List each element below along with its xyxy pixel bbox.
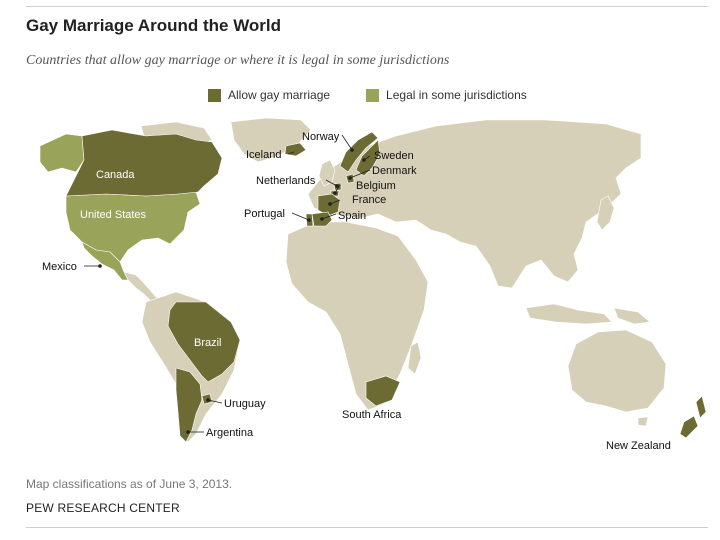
great-britain [318, 159, 336, 187]
top-rule [26, 6, 708, 7]
legend-item-some: Legal in some jurisdictions [366, 88, 527, 102]
legend-label-some: Legal in some jurisdictions [386, 88, 527, 102]
label-spain: Spain [338, 210, 366, 222]
base-land [123, 117, 667, 443]
legend-label-allow: Allow gay marriage [228, 88, 331, 102]
sweden [355, 139, 381, 177]
norway [339, 131, 379, 173]
source-credit: PEW RESEARCH CENTER [26, 501, 180, 515]
brazil [167, 301, 241, 383]
alaska [39, 133, 85, 173]
leader-lines [84, 134, 371, 434]
argentina [175, 367, 203, 443]
label-sweden: Sweden [374, 150, 414, 162]
label-south-africa: South Africa [342, 409, 402, 421]
label-france: France [352, 194, 386, 206]
label-iceland: Iceland [246, 149, 281, 161]
label-uruguay: Uruguay [224, 398, 266, 410]
indonesia [525, 303, 613, 325]
label-mexico: Mexico [42, 261, 77, 273]
label-belgium: Belgium [356, 180, 396, 192]
mexico [81, 241, 129, 281]
country-labels: Canada United States Mexico Iceland Norw… [42, 131, 671, 452]
legal-some-jurisdictions [39, 133, 201, 281]
united-states [65, 191, 201, 263]
eurasia [307, 119, 642, 289]
allow-gay-marriage [65, 129, 707, 443]
label-portugal: Portugal [244, 208, 285, 220]
classification-note: Map classifications as of June 3, 2013. [26, 477, 233, 491]
tasmania [637, 416, 649, 427]
south-africa [365, 375, 401, 407]
chart-title: Gay Marriage Around the World [26, 16, 282, 35]
label-brazil: Brazil [194, 337, 222, 349]
bottom-rule [26, 527, 708, 528]
chart-subtitle: Countries that allow gay marriage or whe… [26, 53, 450, 68]
label-new-zealand: New Zealand [606, 440, 671, 452]
madagascar [407, 341, 422, 375]
japan [596, 195, 615, 231]
legend-swatch-allow [208, 88, 221, 102]
canada [65, 129, 223, 197]
iceland [284, 142, 307, 157]
new-zealand-north [695, 395, 707, 419]
label-united-states: United States [80, 209, 147, 221]
label-canada: Canada [96, 169, 135, 181]
label-argentina: Argentina [206, 427, 254, 439]
new-zealand-south [679, 415, 699, 439]
legend-swatch-some [366, 88, 380, 102]
label-norway: Norway [302, 131, 340, 143]
label-denmark: Denmark [372, 165, 417, 177]
africa [285, 221, 429, 411]
new-guinea [613, 307, 651, 325]
legend-item-allow: Allow gay marriage [208, 88, 330, 102]
legend: Allow gay marriage Legal in some jurisdi… [208, 88, 527, 102]
australia [567, 329, 667, 413]
label-netherlands: Netherlands [256, 175, 316, 187]
world-map: Canada United States Mexico Iceland Norw… [39, 117, 707, 452]
